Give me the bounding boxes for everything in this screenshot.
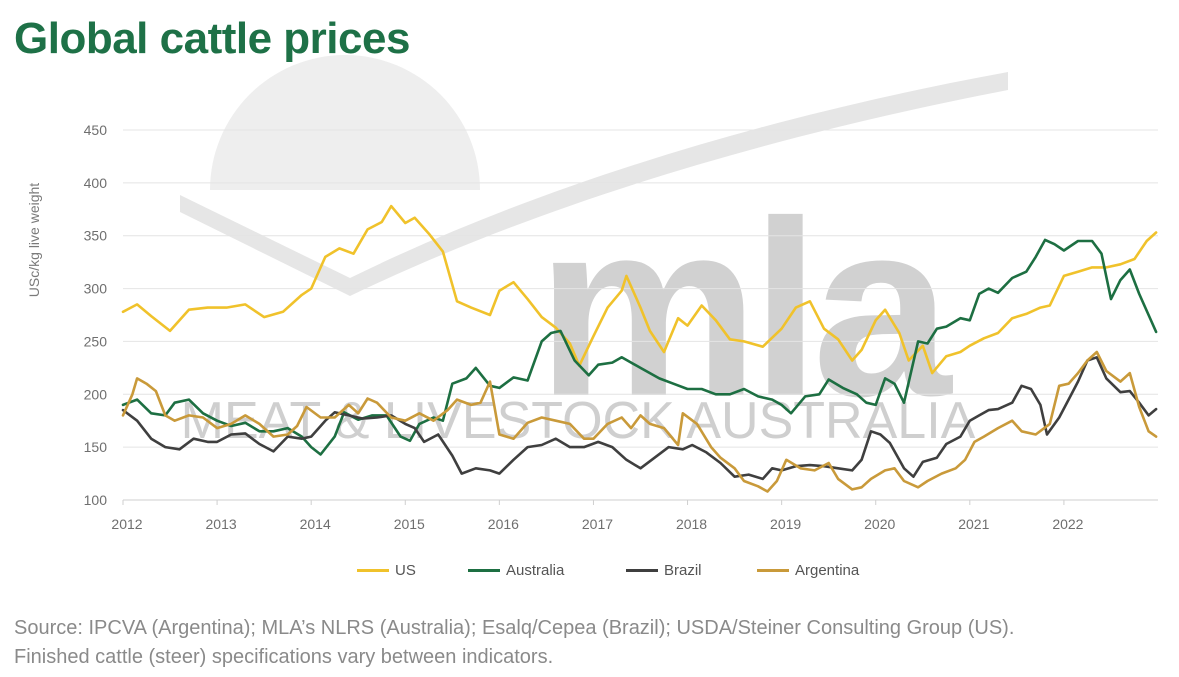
watermark-swoosh-icon bbox=[180, 72, 1008, 296]
x-tick-label: 2012 bbox=[111, 516, 142, 532]
y-tick-label: 100 bbox=[84, 492, 108, 508]
legend-item-us: US bbox=[357, 562, 416, 579]
legend-swatch bbox=[468, 569, 500, 572]
y-tick-label: 300 bbox=[84, 281, 108, 297]
x-tick-label: 2018 bbox=[676, 516, 707, 532]
y-tick-label: 400 bbox=[84, 175, 108, 191]
x-tick-label: 2013 bbox=[206, 516, 237, 532]
series-line-australia bbox=[121, 238, 1158, 456]
series-lines bbox=[121, 204, 1158, 493]
x-tick-labels: 2012 2013 2014 2015 2016 2017 2018 2019 2020 2021… bbox=[111, 500, 1084, 532]
y-tick-label: 200 bbox=[84, 386, 108, 402]
series-line-us bbox=[121, 204, 1158, 375]
legend-item-australia: Australia bbox=[468, 562, 564, 579]
legend: US Australia Brazil Argentina bbox=[0, 562, 1179, 584]
legend-item-argentina: Argentina bbox=[757, 562, 859, 579]
legend-label: Australia bbox=[506, 562, 565, 579]
x-tick-label: 2016 bbox=[488, 516, 519, 532]
source-line-1: Source: IPCVA (Argentina); MLA’s NLRS (A… bbox=[14, 617, 1015, 639]
x-tick-label: 2019 bbox=[770, 516, 801, 532]
x-tick-label: 2017 bbox=[582, 516, 613, 532]
source-note: Source: IPCVA (Argentina); MLA’s NLRS (A… bbox=[14, 614, 1164, 672]
watermark-sun-icon bbox=[210, 55, 480, 190]
x-tick-label: 2021 bbox=[958, 516, 989, 532]
legend-swatch bbox=[626, 569, 658, 572]
watermark-tagline-text: MEAT & LIVESTOCK AUSTRALIA bbox=[181, 392, 976, 450]
y-tick-label: 350 bbox=[84, 228, 108, 244]
x-tick-label: 2015 bbox=[394, 516, 425, 532]
legend-swatch bbox=[357, 569, 389, 572]
chart-title: Global cattle prices bbox=[14, 14, 410, 63]
x-tick-label: 2014 bbox=[300, 516, 331, 532]
y-tick-label: 450 bbox=[84, 122, 108, 138]
x-tick-label: 2022 bbox=[1052, 516, 1083, 532]
legend-swatch bbox=[757, 569, 789, 572]
legend-label: US bbox=[395, 562, 416, 579]
legend-item-brazil: Brazil bbox=[626, 562, 702, 579]
x-tick-label: 2020 bbox=[864, 516, 895, 532]
y-tick-labels: 100 150 200 250 300 350 400 450 bbox=[84, 122, 108, 508]
legend-label: Brazil bbox=[664, 562, 702, 579]
gridlines bbox=[123, 129, 1158, 501]
legend-label: Argentina bbox=[795, 562, 860, 579]
y-tick-label: 250 bbox=[84, 333, 108, 349]
source-line-2: Finished cattle (steer) specifications v… bbox=[14, 646, 554, 668]
y-tick-label: 150 bbox=[84, 439, 108, 455]
series-line-brazil bbox=[121, 356, 1158, 481]
series-line-argentina bbox=[121, 350, 1158, 493]
